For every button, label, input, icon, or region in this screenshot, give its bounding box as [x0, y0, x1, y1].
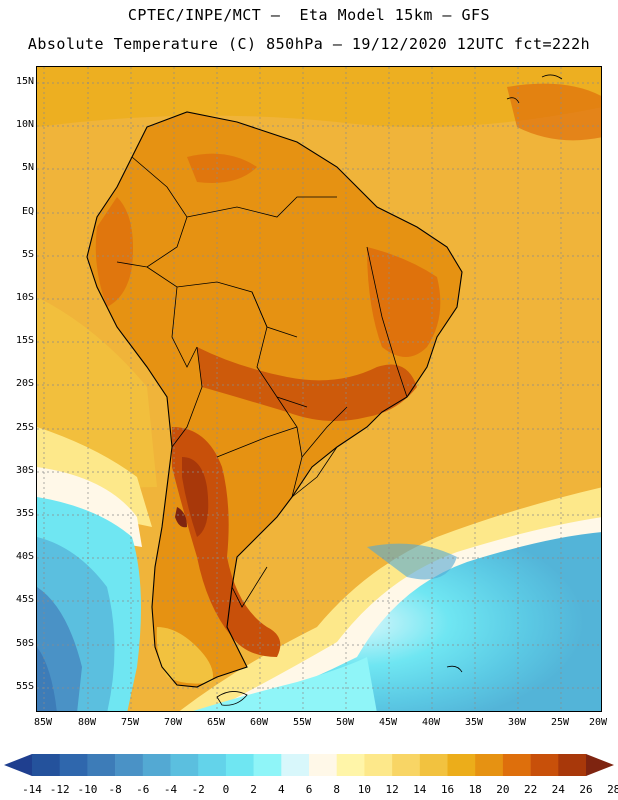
lon-label-85w: 85W [33, 717, 53, 728]
lat-lon-grid [37, 67, 601, 711]
lon-label-60w: 60W [249, 717, 269, 728]
venezuela-hot [187, 153, 257, 183]
colorbar-cell [87, 754, 116, 776]
lon-label-35w: 35W [464, 717, 484, 728]
lon-label-30w: 30W [507, 717, 527, 728]
colorbar-cell [419, 754, 448, 776]
colorbar-cell [198, 754, 227, 776]
colorbar-min-arrow [4, 754, 32, 776]
andes-north-hot [95, 197, 133, 307]
colorbar-tick-label: -12 [49, 783, 70, 796]
lon-label-55w: 55W [292, 717, 312, 728]
lat-label-35s: 35S [15, 508, 34, 519]
lat-label-5n: 5N [21, 162, 34, 173]
map-title-line-2: Absolute Temperature (C) 850hPa – 19/12/… [27, 35, 591, 53]
argentina-very-hot-core [182, 457, 209, 537]
islands [216, 74, 563, 706]
lat-label-25s: 25S [15, 422, 34, 433]
colorbar-tick-label: 2 [250, 783, 257, 796]
lon-label-65w: 65W [206, 717, 226, 728]
lat-label-45s: 45S [15, 594, 34, 605]
map-canvas [37, 67, 601, 711]
lon-label-50w: 50W [335, 717, 355, 728]
lat-label-50s: 50S [15, 638, 34, 649]
colorbar-cell [115, 754, 144, 776]
colorbar-tick-label: 28 [607, 783, 618, 796]
lat-label-30s: 30S [15, 465, 34, 476]
colorbar-cell [475, 754, 504, 776]
lat-label-55s: 55S [15, 681, 34, 692]
colorbar-tick-label: 14 [413, 783, 427, 796]
colorbar-tick-label: -4 [163, 783, 178, 796]
map-title-line-1: CPTEC/INPE/MCT – Eta Model 15km – GFS [127, 6, 491, 24]
colorbar-cell [447, 754, 476, 776]
colorbar-cell [59, 754, 88, 776]
lat-label-40s: 40S [15, 551, 34, 562]
colorbar-cell [530, 754, 559, 776]
colorbar-tick-label: 24 [551, 783, 565, 796]
argentina-peak-heat [175, 507, 187, 528]
lat-label-20s: 20S [15, 378, 34, 389]
colorbar-cell [336, 754, 365, 776]
colorbar-cell [558, 754, 587, 776]
colorbar-tick-label: 20 [496, 783, 510, 796]
colorbar-cell [309, 754, 337, 776]
colorbar-cell [32, 754, 60, 776]
atlantic-cold-core [367, 543, 457, 580]
lat-label-15n: 15N [15, 76, 34, 87]
colorbar-cell [253, 754, 282, 776]
colorbar-cell [392, 754, 421, 776]
lat-label-10n: 10N [15, 119, 34, 130]
lon-label-80w: 80W [77, 717, 97, 728]
colorbar-tick-label: 22 [523, 783, 538, 796]
temperature-map [36, 66, 602, 712]
colorbar-tick-label: 4 [277, 783, 285, 796]
southwest-deep-cold [37, 647, 57, 711]
colorbar-max-arrow [586, 754, 614, 776]
colorbar-tick-label: 16 [440, 783, 455, 796]
north-warm-band [37, 67, 601, 127]
lat-label-eq: EQ [21, 206, 34, 217]
lon-label-40w: 40W [421, 717, 441, 728]
atlantic-cold-tongue [232, 532, 601, 711]
patagonia-mild [156, 627, 213, 684]
lat-label-5s: 5S [21, 249, 34, 260]
colorbar-tick-label: -2 [191, 783, 205, 796]
lon-label-20w: 20W [588, 717, 608, 728]
colorbar-tick-label: 18 [468, 783, 482, 796]
colorbar-cell [502, 754, 531, 776]
colorbar-tick-label: -8 [108, 783, 122, 796]
colorbar-tick-label: -14 [22, 783, 42, 796]
colorbar-tick-label: 10 [357, 783, 372, 796]
colorbar-tick-label: -6 [136, 783, 150, 796]
colorbar-tick-label: 26 [579, 783, 593, 796]
lon-label-25w: 25W [550, 717, 570, 728]
colorbar-cell [170, 754, 199, 776]
lon-label-75w: 75W [120, 717, 140, 728]
lon-label-45w: 45W [378, 717, 398, 728]
lat-label-10s: 10S [15, 292, 34, 303]
temperature-colorbar [4, 754, 614, 776]
lat-label-15s: 15S [15, 335, 34, 346]
colorbar-cell [142, 754, 171, 776]
colorbar-tick-label: 0 [222, 783, 230, 796]
colorbar-tick-label: 8 [333, 783, 340, 796]
colorbar-tick-label: -10 [77, 783, 98, 796]
colorbar-cell [225, 754, 254, 776]
central-hot-belt [197, 347, 417, 421]
southern-cold-strip [193, 657, 377, 711]
colorbar-tick-label: 12 [385, 783, 399, 796]
colorbar-cell [364, 754, 393, 776]
colorbar-cell [281, 754, 310, 776]
lon-label-70w: 70W [163, 717, 183, 728]
coastline [86, 111, 463, 688]
colorbar-tick-label: 6 [305, 783, 313, 796]
country-borders [116, 156, 408, 608]
